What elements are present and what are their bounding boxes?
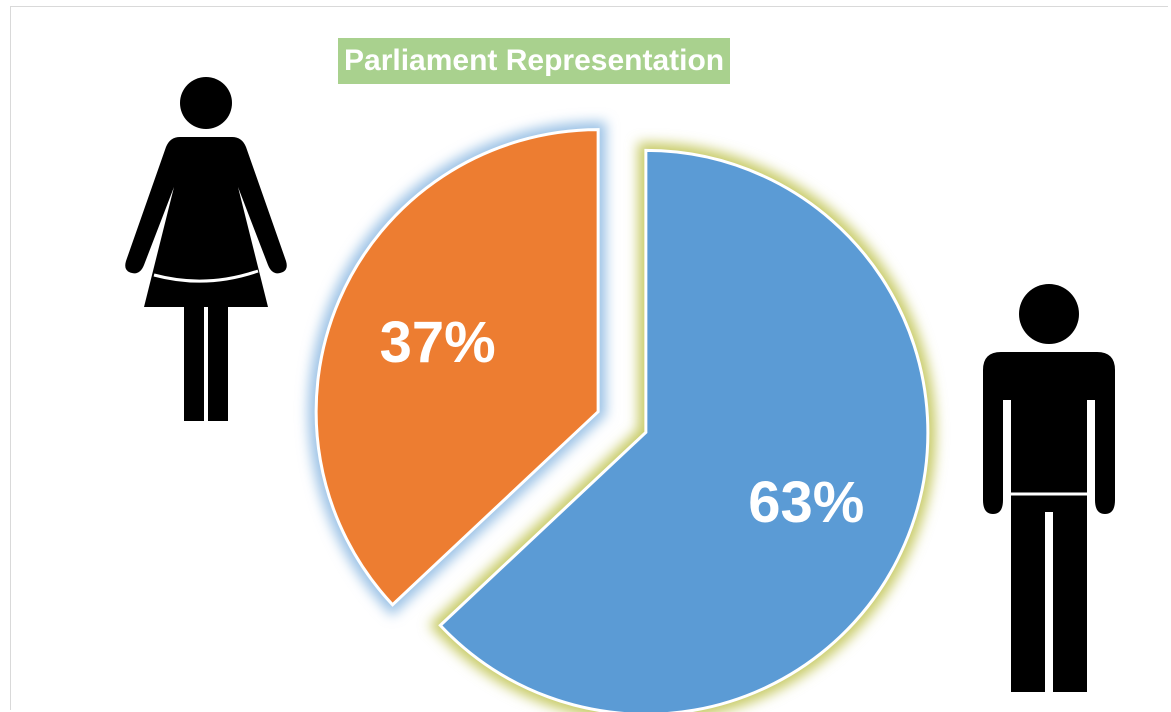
pie-slice-37 bbox=[314, 128, 600, 607]
man-icon bbox=[983, 284, 1115, 692]
pie-data-label: 37% bbox=[380, 310, 496, 375]
pie-data-label: 63% bbox=[748, 470, 864, 535]
chart-title: Parliament Representation bbox=[338, 38, 731, 84]
chart-frame bbox=[10, 6, 1168, 710]
woman-icon bbox=[125, 77, 287, 421]
pie-slice-63 bbox=[438, 148, 930, 712]
